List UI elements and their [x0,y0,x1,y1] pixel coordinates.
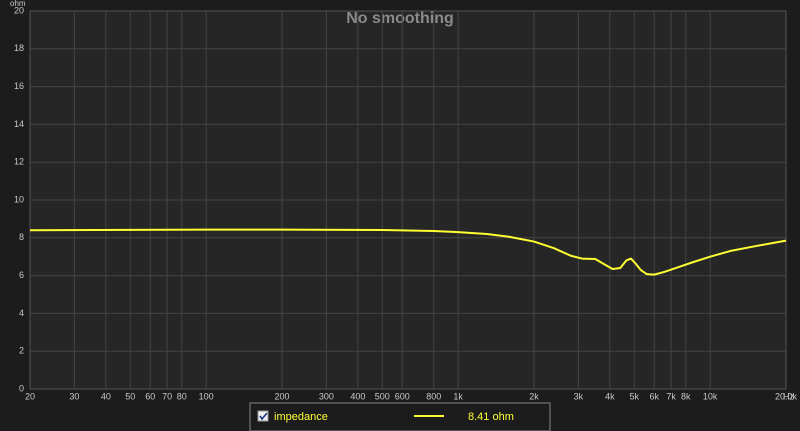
legend-box [249,402,551,431]
legend: impedance 8.41 ohm [249,402,551,431]
x-tick-label: 80 [177,391,187,401]
x-unit: Hz [783,391,794,401]
legend-label: impedance [274,411,328,423]
data-line [29,228,787,276]
x-tick-label: 3k [574,391,584,401]
y-tick-label: 10 [14,194,24,204]
y-tick-label: 2 [19,346,24,356]
check-mark [259,412,268,421]
y-tick-label: 4 [19,308,24,318]
x-tick-label: 20.0k [775,391,798,401]
legend-checkbox[interactable] [257,410,269,422]
x-tick-label: 70 [162,391,172,401]
x-tick-label: 50 [125,391,135,401]
x-tick-label: 400 [350,391,365,401]
y-tick-label: 8 [19,232,24,242]
x-tick-label: 40 [101,391,111,401]
plot-border [29,10,787,390]
y-unit: ohm [10,0,26,8]
y-tick-label: 12 [14,157,24,167]
x-tick-label: 800 [426,391,441,401]
x-tick-label: 8k [681,391,691,401]
x-tick-label: 6k [649,391,659,401]
x-tick-label: 5k [630,391,640,401]
x-tick-label: 4k [605,391,615,401]
y-tick-label: 18 [14,43,24,53]
x-tick-label: 600 [395,391,410,401]
chart-title: No smoothing [346,10,454,27]
x-tick-label: 20 [25,391,35,401]
x-tick-label: 7k [666,391,676,401]
legend-readout: 8.41 ohm [468,411,514,423]
x-tick-label: 100 [199,391,214,401]
x-tick-label: 500 [375,391,390,401]
y-tick-label: 6 [19,270,24,280]
x-tick-label: 10k [703,391,718,401]
y-tick-label: 14 [14,119,24,129]
x-tick-label: 60 [145,391,155,401]
x-tick-label: 2k [529,391,539,401]
x-tick-label: 30 [69,391,79,401]
x-tick-label: 200 [274,391,289,401]
y-tick-label: 16 [14,81,24,91]
x-tick-label: 1k [453,391,463,401]
y-tick-label: 0 [19,383,24,393]
x-tick-label: 300 [319,391,334,401]
y-tick-label: 20 [14,5,24,15]
